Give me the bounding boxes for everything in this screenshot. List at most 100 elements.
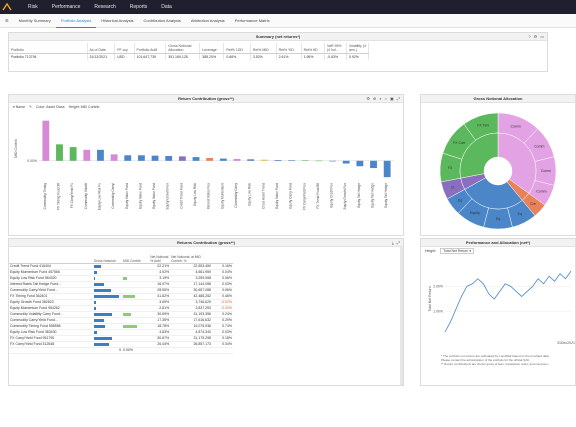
camera-icon[interactable]: ▣	[390, 96, 394, 101]
bar[interactable]	[247, 159, 255, 161]
expand-icon[interactable]: ⤢	[396, 240, 400, 245]
bar[interactable]	[288, 160, 296, 161]
height-select[interactable]: Height: MtD Contrib.	[68, 105, 101, 109]
col-header[interactable]: Portfolio AuM	[134, 43, 167, 54]
bar[interactable]	[137, 155, 145, 161]
col-header[interactable]: PF ccy	[114, 43, 135, 54]
bar[interactable]	[56, 144, 63, 161]
x-tick-label: FX Trend Fund 86	[316, 183, 320, 209]
net-notional-cell: 4,661,959	[170, 269, 213, 276]
tab-attribution-analysis[interactable]: Attribution Analysis	[190, 18, 225, 23]
bar[interactable]	[315, 160, 323, 162]
collapse-icon[interactable]: ▭	[540, 34, 544, 39]
table-row[interactable]: Equity Momentum Fund 457566 4.92% 4,661,95…	[9, 269, 233, 276]
settings-icon[interactable]: ⚙	[366, 96, 370, 101]
expand-icon[interactable]: ⤢	[396, 96, 400, 101]
table-row[interactable]: Interest Rates Tail Hedge Fund... 16.97% 1…	[9, 281, 233, 288]
bar[interactable]	[356, 160, 364, 167]
settings-icon[interactable]: ⚙	[533, 34, 538, 39]
table-row[interactable]: Commodity Volatility Carry Fund... 30.69%…	[9, 311, 233, 318]
bar[interactable]	[370, 160, 377, 169]
col-header[interactable]: Ret% ItD	[301, 43, 326, 54]
bar[interactable]	[42, 120, 50, 161]
col-header-net-pct[interactable]: Net Notional % AuM	[149, 247, 171, 264]
col-header[interactable]: Ret% MtD	[250, 43, 277, 54]
bar[interactable]	[329, 160, 336, 162]
mtd-bar-cell	[122, 305, 150, 312]
bar[interactable]	[97, 149, 104, 161]
tab-portfolio-analysis[interactable]: Portfolio Analysis	[55, 14, 97, 28]
table-row[interactable]: Commodity Carry/Yield Fund... 28.55% 30,65…	[9, 287, 233, 294]
nav-reports[interactable]: Reports	[129, 4, 148, 10]
bar[interactable]	[206, 158, 214, 161]
col-header[interactable]: Ret% 1DD	[223, 43, 251, 54]
bar[interactable]	[151, 155, 159, 161]
table-row[interactable]: Equity Growth Fund 382823 3.69% 3,746,629-…	[9, 299, 233, 306]
col-header[interactable]: VaR 95% (4 hol...	[324, 43, 347, 54]
fund-name-cell: Credit Trend Fund 416404	[9, 263, 93, 270]
search-icon[interactable]: ⌕	[379, 96, 382, 101]
table-row[interactable]: FX Carry/Yield Fund 312548 26.44% 26,857,1…	[9, 341, 233, 348]
height-select[interactable]: Total Net Return ▾	[440, 248, 475, 254]
bar[interactable]	[301, 160, 309, 161]
mtd-contrib-bar	[123, 324, 138, 328]
bar[interactable]	[260, 159, 268, 161]
bar[interactable]	[110, 154, 118, 161]
table-row[interactable]: Commodity Timing Fund 558556 18.78% 19,075…	[9, 323, 233, 330]
col-header[interactable]: Gross Notional Allocation	[165, 43, 201, 54]
bar[interactable]	[83, 149, 91, 161]
table-row[interactable]: FX Carry/Yield Fund 951790 30.67% 31,175,2…	[9, 335, 233, 342]
col-header[interactable]: Leverage	[199, 43, 225, 54]
col-header-name[interactable]	[9, 247, 93, 264]
return-contribution-chart: MtD Contrib. 0.00% Commodity Timing FX Timi…	[14, 120, 394, 210]
table-row[interactable]: Equity Low Risk Fund 564320 3.19% 3,259,06…	[9, 275, 233, 282]
app-logo[interactable]	[0, 0, 14, 14]
x-tick-label: Equity Growth Fun	[343, 183, 347, 210]
col-header[interactable]: Volatility (4 ann.)	[346, 43, 369, 54]
col-header[interactable]: Portfolio	[9, 43, 88, 54]
col-header-gross[interactable]: Gross Notional	[92, 247, 123, 264]
nav-research[interactable]: Research	[94, 4, 116, 10]
table-row[interactable]: Portfolio 713794 31/12/2021 USD 101,647,…	[9, 53, 369, 60]
bar[interactable]	[178, 156, 186, 161]
col-header-mtd[interactable]: MtD Contrib	[122, 247, 150, 264]
col-header[interactable]: Ret% YtD	[276, 43, 302, 54]
home-icon[interactable]: ⌂	[384, 96, 388, 101]
table-scrollbar[interactable]	[400, 247, 403, 385]
tab-performance-matrix[interactable]: Performance Matrix	[234, 18, 270, 23]
table-row[interactable]: Credit Trend Fund 416404 22.21% 22,553,450…	[9, 263, 233, 270]
bar[interactable]	[165, 156, 173, 161]
edit-icon[interactable]: ✎	[29, 105, 33, 109]
bar[interactable]	[192, 157, 200, 161]
top-nav-bar: Risk Performance Research Reports Data	[0, 0, 576, 14]
col-header-net[interactable]: Net Notional, at MtD Contrib. %	[170, 247, 213, 264]
net-notional-cell: 3,746,629	[170, 299, 213, 306]
nav-performance[interactable]: Performance	[51, 4, 81, 10]
pie-slice-label: Comm	[511, 124, 521, 128]
table-row[interactable]: Equity Low Risk Fund 383430 4.83% 4,874,34…	[9, 329, 233, 336]
bar[interactable]	[69, 147, 77, 161]
bar[interactable]	[342, 160, 350, 164]
download-icon[interactable]: ⤓	[392, 240, 394, 245]
group-toggle[interactable]: ▾ Name	[13, 105, 26, 109]
nav-data[interactable]: Data	[161, 4, 172, 10]
col-header-contrib[interactable]	[212, 247, 233, 264]
help-icon[interactable]: ?	[528, 34, 531, 39]
bar[interactable]	[219, 158, 227, 161]
tab-monthly-summary[interactable]: Monthly Summary	[18, 18, 51, 23]
bar[interactable]	[383, 160, 391, 178]
tab-historical-analysis[interactable]: Historical Analysis	[101, 18, 134, 23]
bar[interactable]	[124, 155, 132, 161]
bar[interactable]	[233, 158, 241, 161]
tab-contribution-analysis[interactable]: Contribution Analysis	[143, 18, 181, 23]
zoom-icon[interactable]: ⊕	[372, 96, 377, 101]
series-line[interactable]	[444, 270, 572, 333]
bar[interactable]	[274, 160, 282, 161]
hamburger-menu-icon[interactable]: ☰	[5, 18, 9, 23]
table-row[interactable]: Equity Momentum Fund 954262 2.81% 2,837,25…	[9, 305, 233, 312]
nav-risk[interactable]: Risk	[28, 4, 38, 10]
col-header[interactable]: As of Date	[87, 43, 116, 54]
table-row[interactable]: Commodity Carry/Yield Fund... 17.35% 17,61…	[9, 317, 233, 324]
color-select[interactable]: Color: Asset Class	[36, 105, 65, 109]
table-row[interactable]: FX Timing Fund 362401 41.82% 42,488,252 0.4…	[9, 293, 233, 300]
